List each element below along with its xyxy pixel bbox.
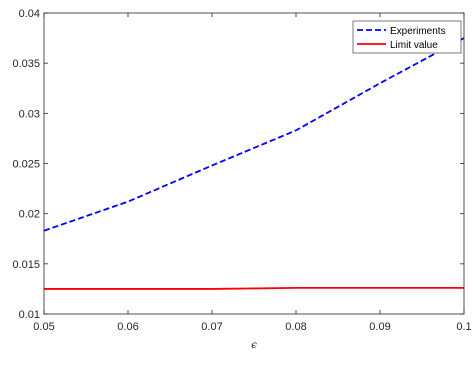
y-tick-label: 0.02 — [19, 209, 40, 221]
series-line-experiments — [43, 37, 465, 232]
y-tick-label: 0.01 — [19, 309, 40, 321]
x-axis-ticks: 0.05 0.06 0.07 0.08 0.09 0.1 — [33, 13, 472, 333]
legend-label-limit-value: Limit value — [390, 40, 438, 51]
y-tick-label: 0.04 — [19, 8, 40, 20]
x-axis-label: ϵ — [251, 340, 257, 351]
x-tick-label: 0.09 — [369, 321, 390, 333]
y-tick-label: 0.035 — [12, 58, 40, 70]
y-tick-label: 0.03 — [19, 108, 40, 120]
x-tick-label: 0.07 — [201, 321, 222, 333]
y-tick-label: 0.025 — [12, 159, 40, 171]
x-tick-label: 0.06 — [117, 321, 138, 333]
legend: Experiments Limit value — [352, 20, 462, 54]
x-tick-label: 0.1 — [456, 321, 471, 333]
plot-area — [44, 13, 464, 314]
y-tick-label: 0.015 — [12, 259, 40, 271]
series-layer — [43, 37, 465, 290]
x-tick-label: 0.05 — [33, 321, 54, 333]
series-line-limit-value — [44, 287, 464, 290]
x-tick-label: 0.08 — [285, 321, 306, 333]
y-axis-ticks: 0.01 0.015 0.02 0.025 0.03 0.035 0.04 — [12, 8, 464, 321]
legend-box — [352, 20, 462, 54]
legend-label-experiments: Experiments — [390, 26, 446, 37]
